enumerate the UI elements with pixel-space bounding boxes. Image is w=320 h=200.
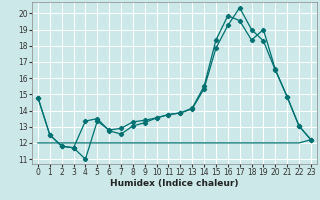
X-axis label: Humidex (Indice chaleur): Humidex (Indice chaleur) xyxy=(110,179,239,188)
